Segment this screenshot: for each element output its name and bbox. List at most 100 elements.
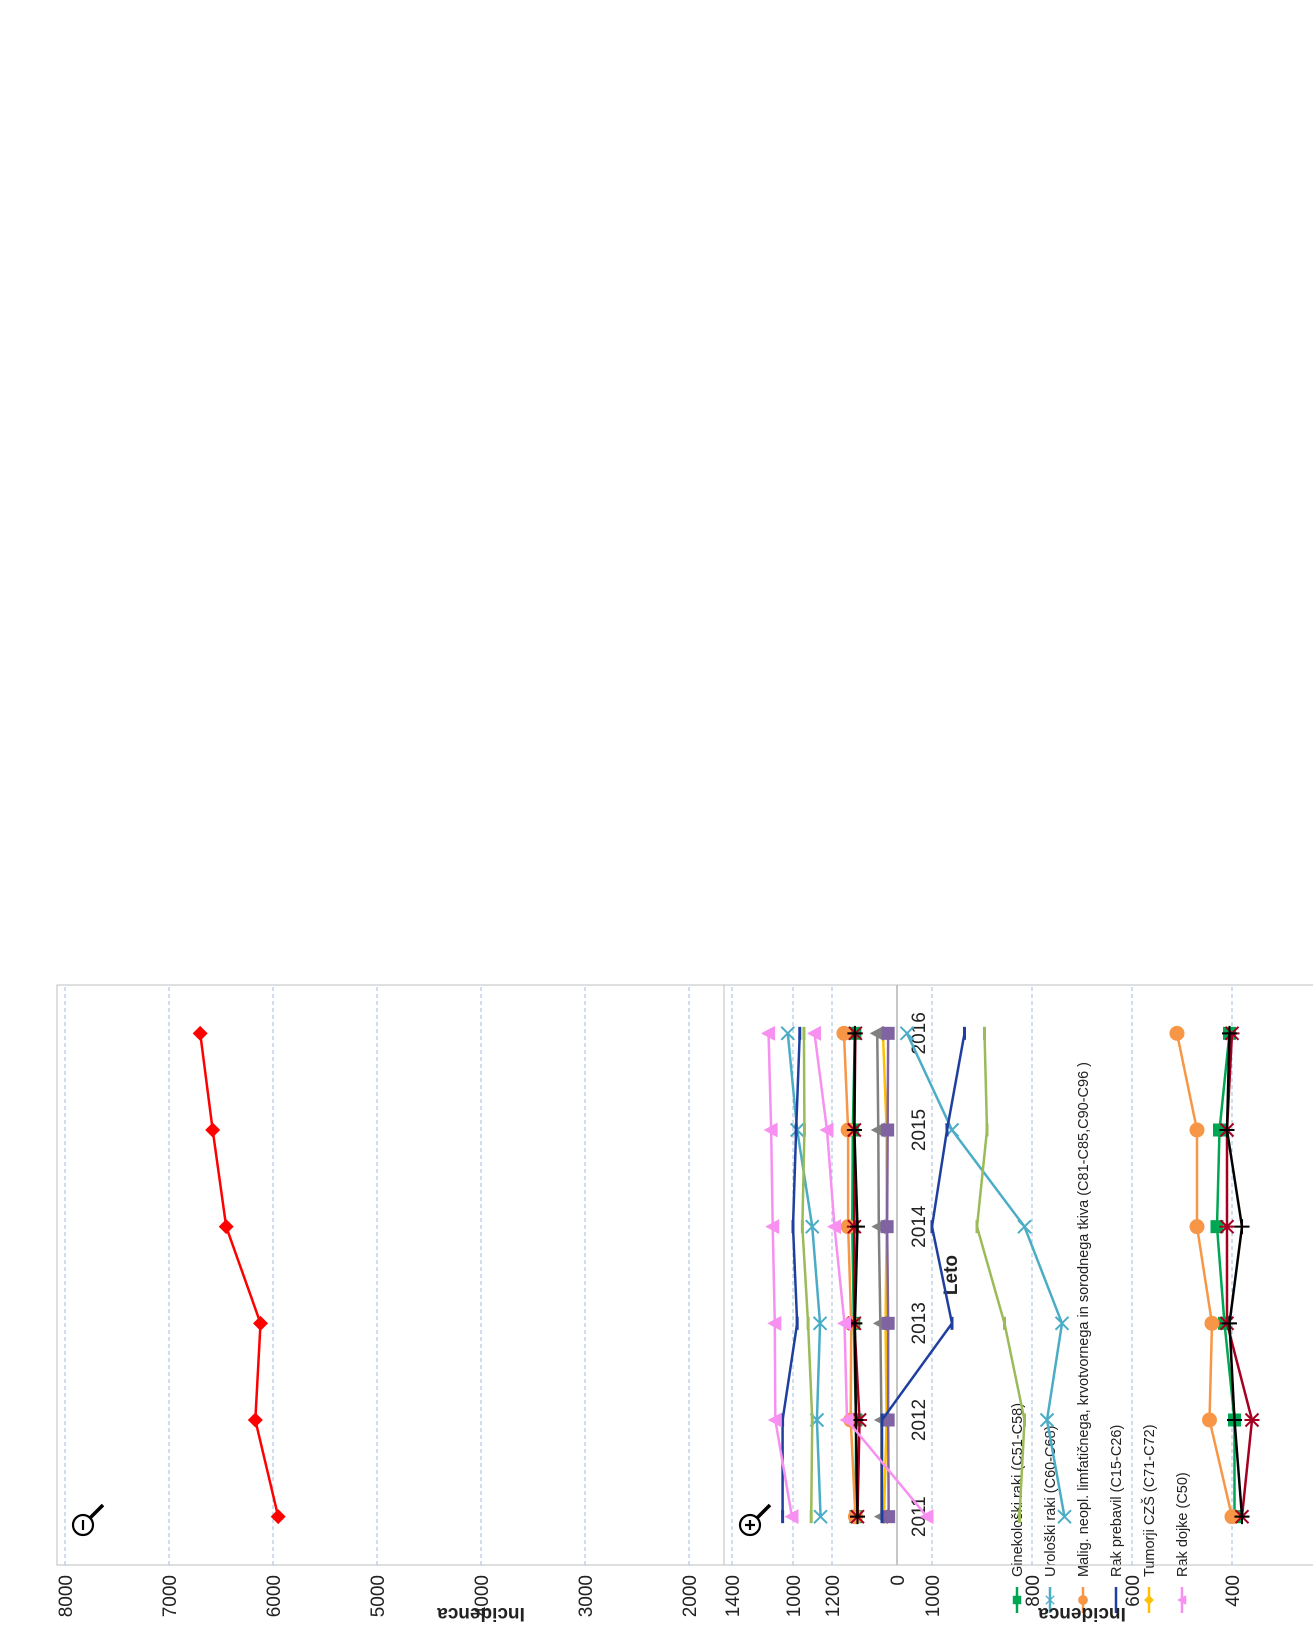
data-point [1222,1025,1237,1041]
data-point [1219,1219,1235,1234]
data-point [819,1122,834,1138]
zoom-in-icon [738,1503,772,1537]
data-point [919,1509,934,1525]
series-path [842,1033,857,1517]
data-point [1227,1412,1242,1428]
data-point [253,1315,269,1331]
y-tick-label: 7000 [160,1575,181,1617]
plot-area [723,984,1313,1566]
data-point [1222,1315,1237,1331]
data-point [836,1025,852,1041]
data-point [767,1412,782,1428]
y-tick-label: 3000 [576,1575,597,1617]
data-point [784,1509,799,1525]
y-tick-label: 5000 [368,1575,389,1617]
legend-marker [1078,1595,1088,1605]
data-point [1210,1220,1224,1234]
x-tick-label: 2011 [909,1496,930,1537]
y-tick-label: 1400 [723,1575,744,1617]
y-tick-label: 8000 [56,1575,77,1617]
legend-entry: Rak dojke (C50) [1175,1472,1191,1613]
data-point [763,1122,778,1138]
series-line [807,1025,934,1525]
series-path [781,1033,802,1517]
y-tick-label: 0 [888,1575,909,1586]
series-path [767,1033,794,1517]
data-point [837,1315,851,1331]
series-line [975,1026,1026,1524]
series-line [1169,1025,1240,1525]
data-point [881,1413,895,1427]
x-tick-label: 2012 [909,1399,930,1441]
legend-entry: Urološki raki (C60-C68) [1043,1426,1059,1613]
series-path [813,1033,928,1518]
data-point [869,1025,884,1041]
data-point [247,1412,263,1428]
plot-area [56,984,898,1566]
data-point [849,1219,865,1235]
legend-marker [1045,1595,1055,1605]
data-point [218,1219,234,1235]
x-tick-label: 2015 [909,1109,930,1151]
series-line [1219,1025,1250,1525]
data-point [881,1123,895,1137]
data-point [847,1025,863,1041]
series-path [198,1033,280,1517]
data-point [805,1219,820,1234]
data-point [1234,1509,1250,1525]
data-point [839,1412,854,1428]
series-path [1175,1033,1234,1517]
y-tick-label: 600 [1123,1575,1144,1607]
data-point [1039,1412,1055,1428]
data-point [807,1025,821,1041]
data-point [899,1026,915,1041]
y-tick-label: 1000 [784,1575,805,1617]
y-tick-label: 400 [1223,1575,1244,1607]
chart-overview: 0 1000 2000 3000 4000 5000 6000 7000 8000 2011 201… [56,984,1191,1624]
data-point [1234,1219,1250,1235]
x-tick-label: 2013 [909,1302,930,1344]
series-path [1225,1033,1254,1517]
legend-marker [1177,1595,1187,1605]
legend: Ginekološki raki (C51-C58) Urološki raki … [1010,1062,1191,1613]
series-path [801,1033,814,1517]
y-axis-title: Incidenca [437,1603,525,1624]
data-point [1017,1219,1032,1234]
y-axis-title: Incidenca [1038,1603,1126,1624]
data-point [765,1219,780,1235]
y-tick-label: 800 [1023,1575,1044,1607]
data-point [846,1122,862,1138]
data-point [882,1510,896,1524]
legend-entry: Rak prebavil (C15-C26) [1109,1425,1125,1613]
chart-zoomed: 0200400600800100012001400201120122013201… [723,984,1313,1624]
y-tick-label: 1200 [823,1575,844,1617]
legend-marker [1012,1595,1022,1605]
series-path [880,1033,966,1517]
x-axis-title: Leto [941,1255,962,1295]
series-line [880,1026,966,1524]
series-path [881,1033,888,1517]
data-point [761,1025,776,1041]
legend-entry: Malig. neopl. limfatičnega, krvotvornega… [1076,1062,1092,1613]
series-line [761,1025,799,1525]
series-path [905,1032,1066,1517]
legend-label: Malig. neopl. limfatičnega, krvotvornega… [1076,1062,1092,1577]
data-point [767,1315,782,1331]
data-point [205,1122,221,1138]
series-line [899,1026,1072,1524]
legend-label: Rak prebavil (C15-C26) [1109,1425,1125,1577]
data-point [1204,1315,1220,1331]
data-point [1189,1122,1205,1138]
y-tick-label: 1000 [923,1575,944,1617]
legend-marker [1144,1595,1154,1605]
data-point [827,1219,841,1235]
y-tick-label: 6000 [264,1575,285,1617]
y-tick-label: 2000 [680,1575,701,1617]
data-point [881,1026,895,1040]
data-point [1169,1025,1185,1041]
data-point [812,1316,828,1331]
data-point [813,1509,828,1524]
y-tick-label: 4000 [472,1575,493,1617]
data-point [1054,1316,1070,1331]
